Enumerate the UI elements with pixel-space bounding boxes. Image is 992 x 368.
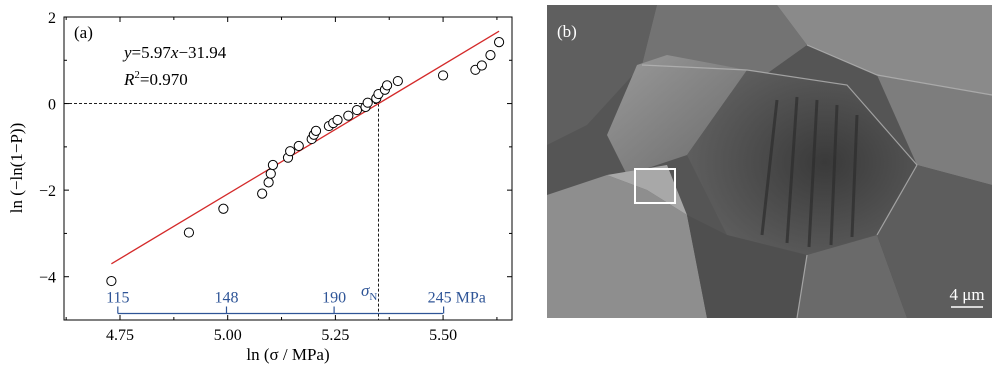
data-point [476,60,487,71]
equation-coef: =5.97 [132,43,172,62]
sigma-symbol: σ [361,281,370,300]
data-point [310,125,322,136]
data-point [343,110,354,121]
x-tick-label: 4.75 [106,327,134,344]
data-point [267,159,279,171]
panel-a-label: (a) [74,23,93,42]
data-point [381,80,393,91]
data-point [183,227,195,238]
r-squared: R2=0.970 [123,69,188,89]
sigma-n-label: σN [361,281,377,303]
data-point [493,37,505,48]
selection-box [634,168,676,204]
data-point [285,146,296,157]
fit-line [111,30,500,265]
data-point [332,114,343,126]
data-point [351,104,363,116]
data-point [265,168,276,179]
data-point [263,177,274,188]
fit-equation: y=5.97x−31.94 [122,43,227,62]
y-tick-label: −2 [39,183,56,200]
data-point [437,70,449,81]
y-tick-label: 2 [48,10,56,27]
x-tick-label: 5.00 [214,327,242,344]
data-point [392,75,403,87]
mpa-tick-label: 245 MPa [428,290,486,307]
mpa-tick-label: 115 [106,290,129,307]
sem-micrograph: 4 μm (b) [547,5,992,318]
x-axis-label: ln (σ / MPa) [246,345,329,364]
equation-intercept: −31.94 [178,43,226,62]
data-point [485,49,496,61]
r2-symbol: R [123,70,135,89]
plot-frame [63,16,513,321]
sigma-subscript: N [369,291,377,303]
data-point [293,140,304,152]
r2-value: =0.970 [140,70,188,89]
data-point [106,275,117,287]
mpa-tick-label: 148 [214,290,238,307]
r2-superscript: 2 [134,69,140,81]
sem-image: 4 μm (b) [547,5,992,318]
data-point [362,97,373,108]
x-tick-label: 5.50 [429,327,457,344]
equation-x: x [170,43,179,62]
data-point [218,203,229,214]
y-tick-label: 0 [48,97,56,114]
equation-y: y [122,43,132,62]
panel-b-label: (b) [557,22,577,41]
data-point [257,188,268,199]
x-tick-label: 5.25 [321,327,349,344]
scale-bar-label: 4 μm [949,285,984,304]
y-axis-label: ln (−ln(1−P)) [7,123,26,213]
y-tick-label: −4 [39,270,56,287]
mpa-tick-label: 190 [322,290,346,307]
